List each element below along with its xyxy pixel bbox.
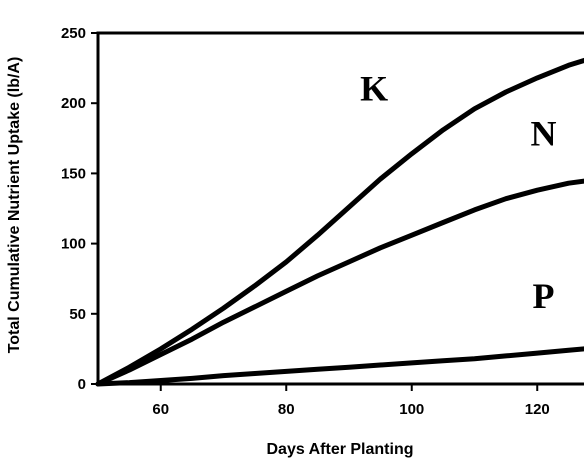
x-axis-title: Days After Planting [267, 441, 414, 458]
plot-frame [96, 31, 584, 386]
x-tick-label: 80 [278, 401, 295, 418]
series-label-p: P [533, 276, 555, 316]
y-tick-label: 150 [61, 165, 86, 182]
series-line-p [95, 346, 584, 387]
y-tick-label: 50 [69, 306, 86, 323]
y-tick-label: 250 [61, 25, 86, 42]
x-tick-label: 120 [525, 401, 550, 418]
x-tick-label: 60 [152, 401, 169, 418]
x-tick-label: 100 [399, 401, 424, 418]
series-labels: K N P [360, 68, 556, 316]
y-tick-label: 100 [61, 236, 86, 253]
series-lines [95, 57, 584, 387]
y-axis-title: Total Cumulative Nutrient Uptake (lb/A) [6, 57, 23, 354]
y-tick-label: 200 [61, 95, 86, 112]
x-axis-ticks: 60 80 100 120 [152, 384, 550, 418]
series-line-k [95, 57, 584, 387]
plot-area [96, 31, 584, 386]
y-tick-label: 0 [78, 376, 86, 393]
series-line-n [95, 178, 584, 387]
series-label-n: N [531, 113, 557, 153]
y-axis-ticks: 0 50 100 150 200 250 [61, 25, 98, 393]
series-label-k: K [360, 68, 388, 108]
